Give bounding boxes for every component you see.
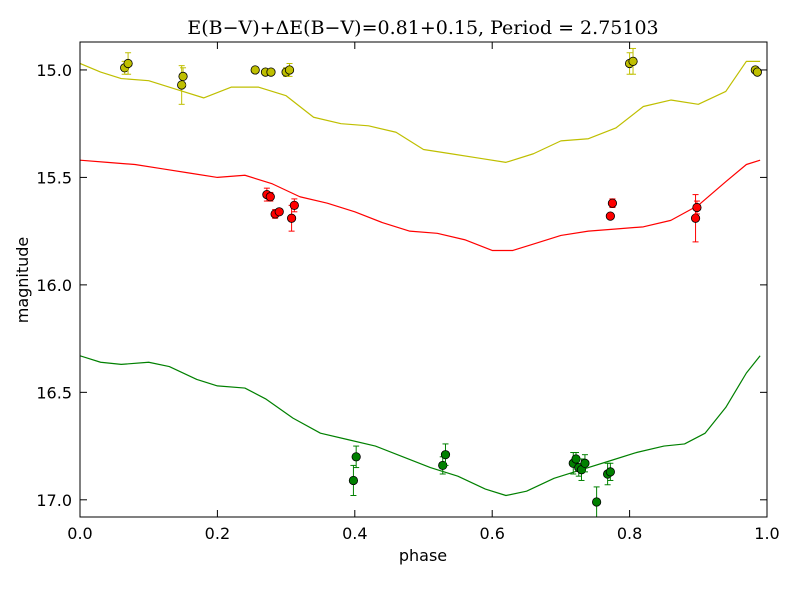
x-tick-label: 0.4 bbox=[342, 524, 367, 543]
series-1-point bbox=[286, 204, 297, 232]
data-point bbox=[123, 58, 133, 69]
plot-series-group bbox=[80, 47, 762, 517]
series-0-point bbox=[266, 67, 276, 77]
x-tick-label: 0.6 bbox=[479, 524, 504, 543]
series-1-point bbox=[289, 198, 299, 213]
y-tick-label: 17.0 bbox=[36, 491, 72, 510]
y-tick-label: 15.0 bbox=[36, 61, 72, 80]
series-0-point bbox=[752, 67, 762, 77]
data-point bbox=[178, 71, 188, 81]
data-point bbox=[348, 475, 359, 486]
data-point bbox=[286, 213, 297, 223]
series-1-point bbox=[274, 207, 284, 217]
data-point bbox=[605, 211, 615, 221]
data-point bbox=[692, 202, 702, 213]
y-tick-label: 15.5 bbox=[36, 168, 72, 187]
data-point bbox=[265, 192, 275, 202]
data-point bbox=[274, 207, 284, 217]
data-point bbox=[752, 67, 762, 77]
data-point bbox=[284, 65, 295, 75]
series-0-point bbox=[178, 67, 188, 86]
series-1-point bbox=[265, 191, 275, 202]
plot-area bbox=[80, 47, 762, 517]
series-2-curve bbox=[80, 355, 761, 497]
series-2-point bbox=[348, 464, 359, 497]
x-tick-label: 0.2 bbox=[205, 524, 230, 543]
data-point bbox=[440, 450, 451, 460]
data-point bbox=[628, 56, 638, 66]
chart-title: E(B−V)+ΔE(B−V)=0.81+0.15, Period = 2.751… bbox=[187, 17, 658, 39]
y-tick-label: 16.0 bbox=[36, 276, 72, 295]
series-2-point bbox=[605, 462, 615, 481]
series-1-point bbox=[607, 198, 618, 208]
series-0-point bbox=[284, 62, 295, 77]
data-point bbox=[592, 497, 602, 507]
data-point bbox=[607, 198, 618, 208]
plot-frame bbox=[79, 41, 768, 518]
series-0-point bbox=[123, 52, 133, 75]
series-2-point bbox=[440, 443, 451, 466]
series-1-curve bbox=[80, 159, 761, 252]
data-point bbox=[250, 65, 260, 75]
data-point bbox=[605, 467, 615, 477]
series-1-point bbox=[605, 211, 615, 221]
x-tick-label: 0.0 bbox=[67, 524, 92, 543]
data-point bbox=[289, 200, 299, 210]
y-axis: 15.0 15.5 16.0 16.5 17.0 bbox=[36, 61, 767, 510]
series-0-curve bbox=[80, 60, 761, 163]
series-2-point bbox=[351, 445, 361, 469]
data-point bbox=[351, 452, 361, 462]
y-axis-label: magnitude bbox=[13, 237, 32, 324]
x-axis-label: phase bbox=[399, 546, 447, 565]
y-tick-label: 16.5 bbox=[36, 383, 72, 402]
x-axis: 0.0 0.2 0.4 0.6 0.8 1.0 bbox=[67, 42, 780, 543]
series-1-point bbox=[692, 200, 702, 215]
series-1-point bbox=[690, 194, 701, 243]
series-2-point bbox=[580, 454, 590, 473]
series-0-point bbox=[628, 47, 638, 75]
data-point bbox=[690, 213, 701, 223]
series-2-point bbox=[592, 486, 602, 517]
x-tick-label: 0.8 bbox=[617, 524, 642, 543]
series-0-point bbox=[250, 65, 260, 75]
data-point bbox=[266, 67, 276, 77]
data-point bbox=[580, 458, 590, 468]
x-tick-label: 1.0 bbox=[754, 524, 779, 543]
